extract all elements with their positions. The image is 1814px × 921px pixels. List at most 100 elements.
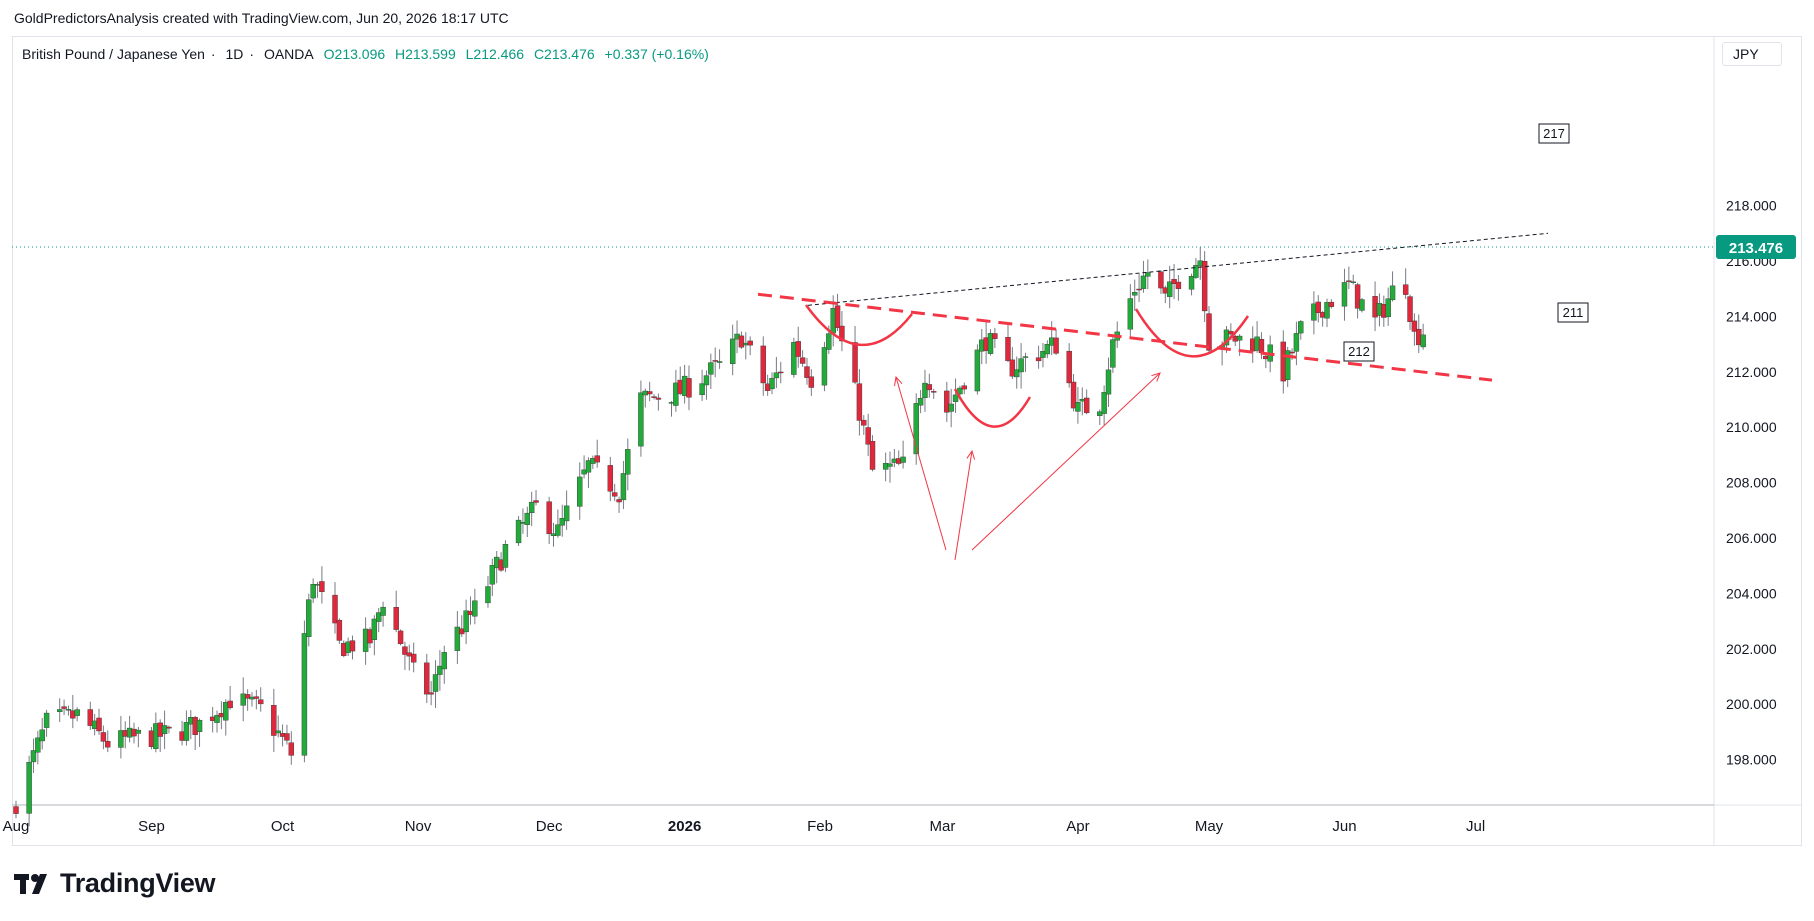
candle-body[interactable]	[926, 384, 933, 391]
candle-body[interactable]	[948, 403, 954, 412]
candle-body[interactable]	[856, 383, 863, 421]
candle-body[interactable]	[183, 722, 190, 741]
candle-body[interactable]	[74, 709, 80, 716]
candle-body[interactable]	[791, 342, 797, 375]
candle-body[interactable]	[135, 729, 142, 734]
candle-body[interactable]	[306, 599, 312, 637]
candle-body[interactable]	[1044, 344, 1051, 355]
candle-body[interactable]	[524, 512, 530, 525]
candle-body[interactable]	[1136, 288, 1142, 291]
candle-body[interactable]	[380, 606, 386, 616]
currency-selector[interactable]: JPY	[1722, 42, 1782, 66]
candle-body[interactable]	[778, 371, 784, 374]
candle-body[interactable]	[1420, 334, 1426, 348]
candle-body[interactable]	[795, 341, 801, 357]
candle-body[interactable]	[1005, 337, 1011, 361]
candle-body[interactable]	[35, 737, 41, 753]
pointer-arrow[interactable]	[971, 372, 1161, 551]
candle-body[interactable]	[922, 382, 928, 398]
candle-body[interactable]	[196, 719, 203, 732]
candle-body[interactable]	[1040, 351, 1046, 358]
candle-body[interactable]	[900, 456, 906, 463]
rounded-bottom-arc[interactable]	[953, 388, 1032, 428]
candle-body[interactable]	[1110, 339, 1116, 368]
candle-body[interactable]	[1289, 351, 1295, 354]
candle-body[interactable]	[1411, 320, 1418, 332]
candle-body[interactable]	[275, 730, 281, 734]
candle-body[interactable]	[253, 696, 260, 699]
candle-body[interactable]	[424, 662, 430, 695]
candle-body[interactable]	[839, 325, 845, 342]
candle-body[interactable]	[161, 725, 168, 735]
candle-body[interactable]	[26, 761, 32, 814]
candle-body[interactable]	[1389, 285, 1396, 301]
falling-dashed-trendline[interactable]	[757, 292, 1493, 382]
candle-body[interactable]	[1083, 397, 1090, 414]
candle-body[interactable]	[821, 347, 828, 386]
candle-body[interactable]	[577, 476, 583, 507]
candle-body[interactable]	[105, 740, 111, 748]
candle-body[interactable]	[87, 709, 93, 726]
candle-body[interactable]	[834, 305, 841, 328]
candle-body[interactable]	[861, 419, 867, 426]
candle-body[interactable]	[1407, 296, 1413, 322]
candle-body[interactable]	[223, 702, 229, 721]
candle-body[interactable]	[332, 594, 338, 624]
candle-body[interactable]	[1145, 272, 1151, 277]
candle-body[interactable]	[992, 333, 998, 339]
tradingview-logo[interactable]: TradingView	[14, 868, 216, 899]
candle-body[interactable]	[1158, 271, 1164, 289]
candle-body[interactable]	[472, 600, 478, 617]
candle-body[interactable]	[43, 712, 50, 728]
candle-body[interactable]	[1228, 331, 1234, 335]
candle-body[interactable]	[57, 709, 63, 712]
candle-body[interactable]	[397, 630, 404, 645]
time-axis[interactable]: Aug Sep Oct Nov Dec 2026 Feb Mar Apr May Jun Jul	[3, 818, 1486, 835]
candle-body[interactable]	[673, 382, 679, 406]
candle-body[interactable]	[1018, 358, 1024, 373]
candle-body[interactable]	[708, 362, 714, 375]
candle-body[interactable]	[463, 610, 469, 633]
candle-body[interactable]	[703, 375, 710, 386]
candle-body[interactable]	[961, 385, 967, 390]
candle-body[interactable]	[65, 709, 72, 711]
candle-body[interactable]	[371, 618, 378, 640]
candle-body[interactable]	[559, 518, 565, 526]
candle-body[interactable]	[974, 349, 981, 392]
candle-body[interactable]	[100, 732, 107, 742]
candle-body[interactable]	[1298, 321, 1304, 334]
candle-body[interactable]	[1070, 381, 1077, 409]
candle-body[interactable]	[638, 392, 644, 447]
candle-body[interactable]	[301, 633, 308, 756]
price-axis[interactable]: 218.000216.000214.000212.000210.000208.0…	[1726, 198, 1777, 768]
candle-body[interactable]	[1105, 369, 1112, 395]
candle-body[interactable]	[887, 463, 893, 467]
candle-body[interactable]	[1022, 356, 1029, 358]
candle-body[interactable]	[528, 501, 535, 514]
level-label-box[interactable]	[1557, 302, 1589, 323]
pointer-arrow[interactable]	[895, 376, 947, 551]
candle-body[interactable]	[546, 501, 552, 535]
candle-body[interactable]	[244, 694, 251, 699]
candle-body[interactable]	[987, 333, 994, 354]
candle-body[interactable]	[760, 345, 766, 384]
level-label-box[interactable]	[1343, 341, 1375, 362]
candle-body[interactable]	[738, 335, 745, 348]
candle-body[interactable]	[1359, 299, 1365, 311]
candle-body[interactable]	[1346, 280, 1352, 282]
candle-body[interactable]	[454, 626, 461, 651]
candle-body[interactable]	[1075, 402, 1081, 412]
candle-body[interactable]	[555, 524, 561, 536]
candle-body[interactable]	[118, 730, 124, 748]
candle-body[interactable]	[1201, 260, 1208, 312]
candle-body[interactable]	[869, 440, 876, 470]
candle-body[interactable]	[437, 665, 443, 675]
candle-body[interactable]	[13, 806, 19, 814]
candle-body[interactable]	[393, 607, 399, 630]
candle-body[interactable]	[729, 338, 736, 365]
rising-dotted-trendline[interactable]	[807, 232, 1549, 306]
candle-body[interactable]	[716, 361, 723, 363]
candle-body[interactable]	[61, 706, 67, 709]
candle-body[interactable]	[1166, 281, 1173, 297]
candle-body[interactable]	[712, 360, 718, 362]
